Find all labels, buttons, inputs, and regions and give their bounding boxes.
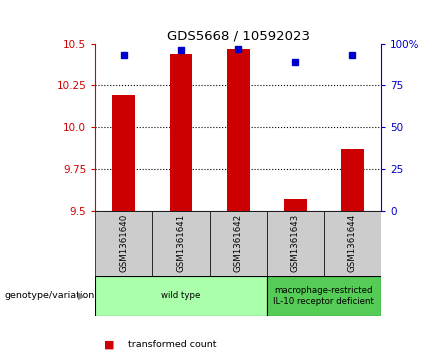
- Bar: [113, 95, 135, 211]
- Bar: [152, 211, 210, 276]
- Text: GSM1361640: GSM1361640: [120, 214, 128, 272]
- Text: GSM1361642: GSM1361642: [234, 214, 242, 272]
- Text: wild type: wild type: [162, 291, 200, 300]
- Bar: [324, 211, 381, 276]
- Bar: [227, 49, 249, 211]
- Title: GDS5668 / 10592023: GDS5668 / 10592023: [167, 29, 310, 42]
- Text: macrophage-restricted
IL-10 receptor deficient: macrophage-restricted IL-10 receptor def…: [274, 286, 374, 306]
- Text: GSM1361644: GSM1361644: [348, 214, 357, 272]
- Text: ▶: ▶: [78, 291, 85, 301]
- Bar: [267, 276, 381, 316]
- Text: genotype/variation: genotype/variation: [4, 291, 94, 300]
- Bar: [95, 276, 267, 316]
- Text: transformed count: transformed count: [128, 340, 216, 349]
- Text: GSM1361643: GSM1361643: [291, 214, 300, 272]
- Bar: [284, 199, 307, 211]
- Bar: [210, 211, 267, 276]
- Bar: [267, 211, 324, 276]
- Text: GSM1361641: GSM1361641: [177, 214, 185, 272]
- Text: ■: ■: [104, 340, 114, 350]
- Bar: [341, 149, 364, 211]
- Bar: [170, 54, 192, 211]
- Bar: [95, 211, 152, 276]
